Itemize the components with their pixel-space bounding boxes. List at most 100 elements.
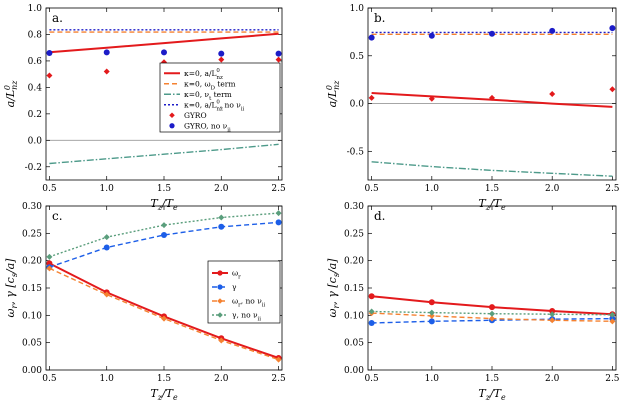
legend-marker (217, 284, 223, 290)
data-point (103, 49, 110, 56)
data-point (46, 253, 53, 260)
legend-label: γ (232, 283, 237, 292)
data-point (46, 265, 53, 272)
data-point (549, 311, 556, 318)
legend-marker (169, 112, 175, 119)
panel-label: a. (52, 11, 63, 25)
legend-entry: γ (212, 283, 237, 292)
y-tick-label: 0.00 (344, 366, 364, 376)
x-tick-label: 1.0 (100, 184, 115, 194)
series-line (49, 212, 279, 258)
series-line (49, 221, 279, 268)
x-tick-label: 2.0 (545, 374, 560, 384)
legend-entry: κ=0, ωD term (164, 79, 236, 91)
x-tick-label: 2.0 (214, 374, 229, 384)
y-tick-label: 0.8 (28, 30, 43, 40)
legend-label: GYRO (184, 111, 207, 120)
data-point (428, 95, 435, 102)
legend-entry: κ=0, a/Lnz0 (164, 68, 223, 81)
data-point (368, 34, 375, 41)
y-tick-label: 0.20 (344, 257, 364, 267)
series-2 (371, 161, 613, 177)
x-tick-label: 1.5 (157, 374, 172, 384)
y-tick-label: 0.2 (28, 110, 42, 120)
x-tick-label: 2.5 (271, 184, 286, 194)
series-0 (49, 32, 279, 54)
y-tick-label: 0.25 (344, 229, 364, 239)
y-tick-label: 0.10 (344, 311, 364, 321)
legend-label: ωr (232, 269, 241, 281)
x-tick-label: 2.0 (214, 184, 229, 194)
legend-marker (169, 123, 175, 129)
y-tick-label: 0.4 (28, 83, 43, 93)
data-point (218, 56, 225, 63)
data-point (609, 25, 616, 32)
y-tick-label: 0.0 (350, 100, 365, 110)
y-axis-label: a/Lnz0 (325, 80, 341, 108)
data-point (275, 219, 282, 226)
data-point (428, 318, 435, 325)
panel-label: b. (374, 11, 386, 25)
x-tick-label: 1.0 (100, 374, 115, 384)
y-tick-label: 0.5 (350, 52, 365, 62)
data-point (609, 311, 616, 318)
y-tick-label: 0.30 (22, 202, 42, 212)
data-point (161, 231, 167, 238)
x-tick-label: 0.5 (42, 184, 57, 194)
data-point (103, 234, 110, 241)
series-5 (46, 49, 282, 57)
legend-label: GYRO, no νii (184, 121, 231, 133)
data-point (428, 299, 435, 306)
data-point (489, 310, 495, 317)
y-tick-label: 0.20 (22, 257, 42, 267)
data-point (103, 244, 110, 251)
y-tick-label: 0.00 (22, 366, 42, 376)
legend-marker (217, 298, 223, 304)
series-4 (368, 86, 616, 102)
panel-d: 0.5 1.0 1.5 2.0 2.5 0.00 0.05 0.10 0.15 0.20 0.25 0… (326, 202, 620, 402)
y-tick-label: 0.05 (344, 339, 364, 349)
y-tick-label: 0.25 (22, 229, 42, 239)
series-2 (49, 143, 279, 165)
data-point (368, 319, 375, 326)
legend-entry: κ=0, νt term (164, 90, 232, 102)
y-tick-label: 0.6 (28, 57, 43, 67)
data-point (489, 30, 495, 37)
data-point (161, 315, 167, 322)
x-tick-label: 1.5 (485, 374, 500, 384)
data-point (161, 49, 167, 56)
series-line (49, 32, 279, 54)
legend-label: κ=0, νt term (184, 90, 232, 102)
data-point (549, 27, 556, 34)
x-axis-label: Tz/Te (150, 387, 178, 402)
data-point (428, 309, 435, 316)
plot-frame (367, 205, 617, 371)
data-point (275, 50, 282, 57)
series-line (371, 161, 613, 177)
data-point (368, 293, 375, 300)
data-point (609, 86, 616, 93)
legend-marker (217, 312, 223, 318)
data-point (46, 72, 53, 79)
data-point (489, 304, 495, 311)
y-tick-label: 0.15 (22, 284, 42, 294)
y-tick-label: -0.2 (25, 163, 42, 173)
data-point (218, 214, 225, 221)
series-3 (368, 308, 616, 318)
data-point (489, 94, 495, 101)
y-tick-label: -0.5 (347, 147, 365, 157)
x-tick-label: 1.5 (157, 184, 172, 194)
data-point (218, 223, 225, 230)
legend-marker (217, 270, 223, 276)
panel-label: c. (52, 209, 63, 223)
x-axis-label: Tz/Te (478, 387, 506, 402)
series-5 (368, 25, 616, 41)
legend-entry: ωr (212, 269, 241, 281)
legend-label: κ=0, a/Lnz0 (184, 68, 223, 81)
data-point (549, 91, 556, 97)
x-tick-label: 0.5 (364, 374, 379, 384)
data-point (489, 315, 495, 322)
y-axis-label: ωr, γ [cs/a] (4, 258, 19, 318)
